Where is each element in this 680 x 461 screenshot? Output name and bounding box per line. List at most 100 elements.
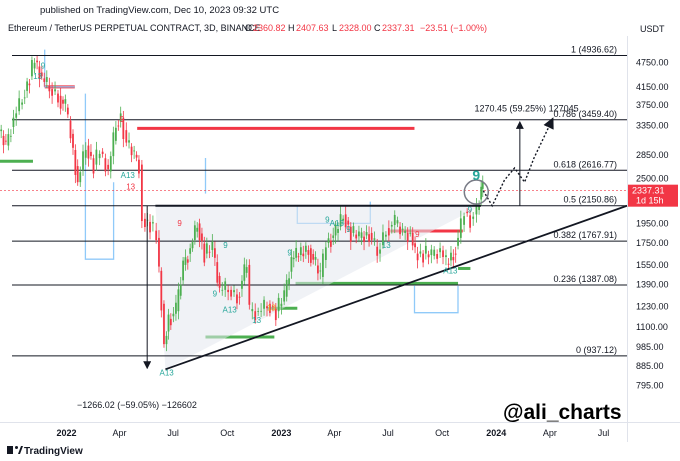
- candle-body: [101, 151, 104, 154]
- candle-body: [422, 253, 425, 263]
- candle-body: [43, 78, 46, 82]
- candle-body: [439, 248, 441, 253]
- candle-body: [233, 290, 235, 293]
- candle-body: [373, 238, 376, 240]
- candle-body: [7, 134, 10, 146]
- candle-body: [469, 215, 472, 228]
- candle-body: [227, 289, 230, 293]
- candle-body: [406, 232, 409, 242]
- candle-body: [414, 243, 416, 248]
- candle-body: [160, 270, 163, 311]
- projection-path: [482, 117, 554, 208]
- candle-body: [317, 265, 319, 274]
- candle-body: [125, 130, 128, 143]
- candle-body: [15, 113, 18, 118]
- candle-body: [119, 113, 122, 122]
- candle-body: [472, 216, 475, 219]
- candle-body: [399, 226, 401, 235]
- candle-body: [283, 290, 286, 302]
- signal-highlight-circle: [463, 179, 490, 205]
- y-tick-label: 795.00: [636, 381, 664, 391]
- published-caption: published on TradingView.com, Dec 10, 20…: [40, 5, 279, 16]
- target-measurement-label: 1270.45 (59.25%) 127045: [475, 104, 579, 114]
- open-value: 2360.82: [253, 23, 286, 33]
- candle-body: [280, 303, 283, 307]
- candle-body: [33, 62, 36, 69]
- candle-body: [457, 237, 459, 246]
- y-tick-label: 2850.00: [636, 150, 669, 160]
- annotations: [143, 120, 524, 370]
- candle-body: [213, 248, 216, 258]
- candle-body: [347, 220, 350, 225]
- candle-body: [236, 294, 238, 304]
- candle-body: [216, 262, 219, 283]
- y-tick-label: 885.00: [636, 361, 664, 371]
- x-tick-label: Oct: [220, 428, 235, 438]
- symbol-title[interactable]: Ethereum / TetherUS PERPETUAL CONTRACT, …: [8, 23, 261, 33]
- candle-body: [36, 60, 38, 63]
- candle-body: [385, 234, 387, 237]
- fib-levels: 1 (4936.62) 0.786 (3459.40) 0.618 (2616.77…: [0, 45, 627, 357]
- low-value: 2328.00: [339, 23, 372, 33]
- candle-body: [104, 158, 107, 172]
- candle-body: [382, 232, 384, 246]
- candle-body: [260, 310, 263, 312]
- candle-body: [179, 284, 182, 296]
- td-count-marker: A13: [159, 369, 174, 378]
- candle-body: [167, 314, 170, 332]
- candle-body: [475, 203, 478, 215]
- candle-body: [0, 129, 3, 132]
- candle-body: [365, 232, 368, 236]
- candle-body: [23, 97, 26, 99]
- candle-body: [54, 89, 56, 92]
- candle-body: [152, 222, 154, 224]
- drop-measurement-label: −1266.02 (−59.05%) −126602: [77, 400, 197, 410]
- candle-body: [218, 276, 221, 288]
- candle-body: [454, 253, 457, 255]
- candle-body: [12, 117, 15, 127]
- candle-body: [390, 224, 393, 227]
- change-value: −23.51 (−1.00%): [420, 23, 487, 33]
- candle-body: [57, 93, 59, 103]
- candle-body: [355, 234, 358, 239]
- candle-body: [26, 81, 28, 91]
- price-series: [0, 55, 554, 352]
- y-tick-label: 1390.00: [636, 280, 669, 290]
- candle-body: [342, 218, 345, 221]
- candle-body: [401, 228, 404, 230]
- candle-body: [396, 220, 399, 224]
- candle-body: [404, 230, 407, 233]
- candle-body: [263, 299, 265, 309]
- y-tick-label: 4150.00: [636, 82, 669, 92]
- fib-label-1: 1 (4936.62): [571, 45, 617, 55]
- candle-body: [64, 99, 67, 104]
- candle-body: [169, 318, 172, 326]
- candle-body: [436, 254, 439, 259]
- candle-body: [211, 241, 214, 251]
- td-nine-signal: 9: [472, 167, 480, 183]
- x-tick-label: 2023: [271, 428, 291, 438]
- candle-body: [130, 146, 133, 156]
- candle-body: [221, 289, 224, 291]
- x-tick-label: Oct: [435, 428, 450, 438]
- candle-body: [40, 72, 43, 77]
- x-tick-label: Apr: [327, 428, 341, 438]
- candle-body: [251, 309, 254, 312]
- pattern-boxes: [44, 49, 481, 370]
- candle-body: [332, 235, 335, 238]
- td-count-marker: 13: [33, 72, 42, 81]
- candle-body: [193, 225, 196, 240]
- candle-body: [433, 249, 436, 256]
- candle-body: [51, 89, 54, 96]
- triangle-shade: [155, 205, 481, 370]
- tradingview-logo[interactable]: TradingView: [7, 446, 83, 457]
- td-count-marker: A13: [121, 171, 136, 180]
- price-axis-unit: USDT: [640, 24, 665, 34]
- candle-body: [45, 77, 48, 82]
- candle-body: [248, 264, 251, 305]
- candle-body: [175, 302, 177, 314]
- triangle-base: [165, 204, 628, 371]
- td-count-marker: A13: [330, 219, 345, 228]
- candle-body: [72, 133, 74, 148]
